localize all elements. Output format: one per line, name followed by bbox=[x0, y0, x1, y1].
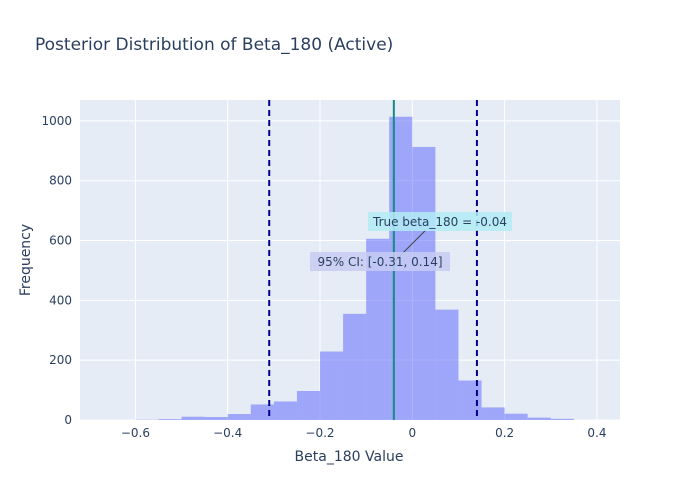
x-axis-label: Beta_180 Value bbox=[295, 449, 404, 465]
histogram-bar bbox=[482, 407, 505, 420]
histogram-bar bbox=[551, 419, 574, 420]
histogram-bar bbox=[458, 381, 481, 420]
y-tick-label: 0 bbox=[64, 413, 72, 427]
x-tick-label: 0.2 bbox=[495, 426, 514, 440]
histogram-bar bbox=[158, 419, 181, 420]
histogram-bar bbox=[528, 418, 551, 420]
histogram-bar bbox=[251, 404, 274, 420]
y-axis-label: Frequency bbox=[18, 224, 34, 296]
x-tick-label: 0 bbox=[408, 426, 416, 440]
x-tick-label: −0.6 bbox=[121, 426, 150, 440]
histogram-bar bbox=[435, 310, 458, 420]
x-tick-label: −0.2 bbox=[305, 426, 334, 440]
histogram-bar bbox=[343, 314, 366, 420]
histogram-bar bbox=[205, 417, 228, 420]
histogram-bar bbox=[182, 417, 205, 420]
true-value-label: True beta_180 = -0.04 bbox=[372, 215, 507, 229]
y-tick-label: 400 bbox=[49, 293, 72, 307]
y-tick-label: 1000 bbox=[41, 114, 72, 128]
histogram-bar bbox=[228, 414, 251, 420]
histogram-bar bbox=[274, 401, 297, 420]
histogram-bar bbox=[505, 414, 528, 420]
histogram-bar bbox=[297, 391, 320, 420]
x-tick-label: −0.4 bbox=[213, 426, 242, 440]
ci-label: 95% CI: [-0.31, 0.14] bbox=[317, 255, 442, 269]
y-tick-label: 800 bbox=[49, 174, 72, 188]
x-tick-label: 0.4 bbox=[587, 426, 606, 440]
y-tick-label: 600 bbox=[49, 234, 72, 248]
chart-title: Posterior Distribution of Beta_180 (Acti… bbox=[35, 35, 393, 55]
histogram-bar bbox=[320, 352, 343, 420]
histogram-bar bbox=[412, 147, 435, 420]
y-tick-label: 200 bbox=[49, 353, 72, 367]
